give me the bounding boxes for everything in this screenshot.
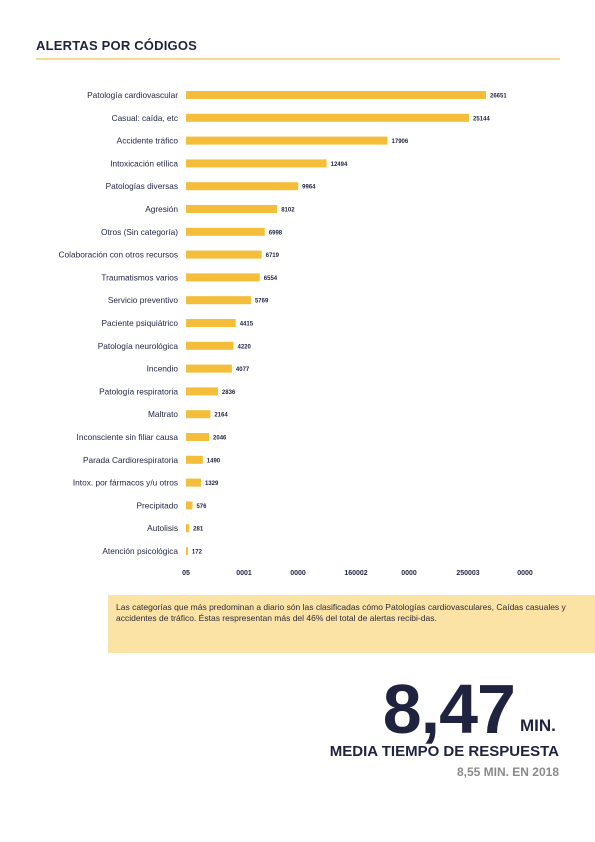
category-label: Patologías diversas: [106, 181, 178, 191]
bar: [186, 524, 190, 533]
bar: [186, 364, 232, 373]
data-label: 6554: [264, 276, 278, 282]
data-label: 4415: [240, 322, 254, 328]
bar: [186, 273, 260, 282]
x-tick-label: 250003: [456, 570, 479, 577]
data-label: 17906: [392, 139, 409, 145]
bar: [186, 227, 265, 236]
category-label: Atención psicológica: [102, 546, 178, 556]
category-label: Servicio preventivo: [108, 295, 178, 305]
data-label: 1329: [205, 481, 219, 487]
x-tick-label: 05: [182, 570, 190, 577]
data-label: 4077: [236, 367, 250, 373]
data-label: 2164: [214, 413, 228, 419]
bar: [186, 205, 278, 213]
category-label: Maltrato: [148, 409, 178, 419]
bar: [186, 182, 299, 191]
category-label: Inconsciente sin filiar causa: [77, 432, 179, 442]
bar: [186, 478, 201, 487]
bar: [186, 387, 218, 396]
data-label: 2046: [213, 436, 227, 442]
data-label: 9964: [302, 185, 316, 191]
category-label: Colaboración con otros recursos: [59, 250, 178, 260]
bar: [186, 341, 234, 350]
data-label: 6998: [269, 230, 283, 236]
category-label: Casual: caída, etc: [112, 113, 178, 123]
bar: [186, 501, 193, 510]
bar: [186, 547, 188, 555]
category-label: Autolisis: [147, 523, 178, 533]
category-label: Accidente tráfico: [117, 136, 179, 146]
category-label: Intoxicación etílica: [110, 158, 178, 168]
category-label: Incendio: [147, 364, 179, 374]
summary-text: Las categorías que más predominan a diar…: [116, 602, 566, 623]
summary-callout: Las categorías que más predominan a diar…: [108, 595, 595, 653]
previous-year-value: 8,55 MIN. EN 2018: [456, 765, 559, 779]
data-label: 26651: [490, 94, 507, 100]
chart-title: ALERTAS POR CÓDIGOS: [36, 38, 198, 53]
response-time-value: 8,47: [382, 670, 516, 748]
bar: [186, 159, 327, 168]
x-tick-label: 0000: [290, 570, 306, 577]
category-label: Otros (Sin categoría): [101, 227, 178, 237]
category-label: Patología cardiovascular: [87, 90, 178, 100]
bar: [186, 113, 470, 122]
data-label: 25144: [473, 116, 490, 122]
data-label: 8102: [281, 208, 295, 214]
category-label: Intox. por fármacos y/u otros: [73, 478, 178, 488]
category-label: Patología neurológica: [98, 341, 179, 351]
bar: [186, 455, 203, 464]
data-label: 172: [192, 550, 203, 556]
category-label: Agresión: [145, 204, 178, 214]
data-label: 576: [196, 504, 207, 510]
bar: [186, 136, 388, 145]
data-label: 2836: [222, 390, 236, 396]
category-label: Traumatismos varios: [101, 272, 178, 282]
title-divider: [36, 58, 560, 60]
response-time-label: MEDIA TIEMPO DE RESPUESTA: [329, 743, 559, 760]
category-label: Patología respiratoria: [99, 386, 178, 396]
bar: [186, 410, 211, 419]
category-label: Parada Cardiorespiratoria: [83, 455, 178, 465]
data-label: 281: [193, 527, 204, 533]
data-label: 1490: [207, 458, 221, 464]
bar: [186, 433, 210, 441]
data-label: 4220: [238, 344, 252, 350]
alerts-bar-chart: Patología cardiovascular 26651 Casual: caí…: [59, 90, 533, 577]
x-tick-label: 0000: [517, 570, 533, 577]
response-time-unit: MIN.: [520, 716, 556, 735]
x-tick-label: 0001: [236, 570, 252, 577]
bar: [186, 296, 251, 305]
data-label: 6719: [266, 253, 280, 259]
x-tick-label: 0000: [401, 570, 417, 577]
category-label: Paciente psiquiátrico: [101, 318, 178, 328]
bar: [186, 319, 236, 327]
bar: [186, 91, 486, 99]
bar: [186, 250, 262, 259]
data-label: 5769: [255, 299, 269, 305]
category-label: Precipitado: [136, 500, 178, 510]
x-tick-label: 160002: [344, 570, 367, 577]
data-label: 12494: [331, 162, 348, 168]
